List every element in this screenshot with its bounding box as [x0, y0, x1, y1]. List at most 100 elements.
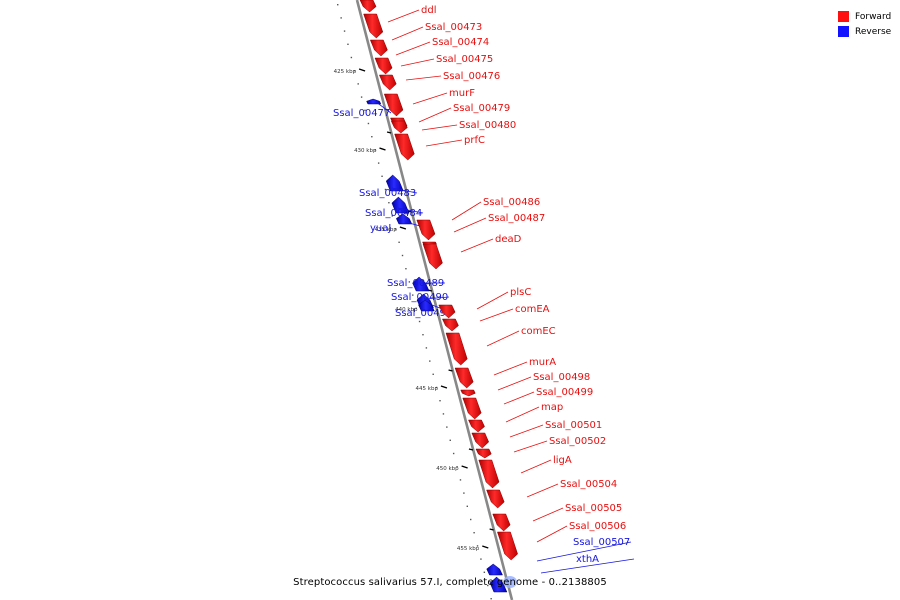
gene-label[interactable]: yuaJ: [370, 223, 391, 234]
gene-Ssal_00504[interactable]: Ssal_00504: [486, 479, 618, 509]
gene-block: [390, 120, 408, 134]
genes: ddl Ssal_00473 Ssal_00474 Ssal_00475 Ssal_00…: [333, 0, 635, 593]
gene-plsC[interactable]: plsC: [438, 287, 532, 319]
gene-label[interactable]: plsC: [510, 287, 531, 298]
gene-label[interactable]: xthA: [576, 554, 599, 565]
gene-Ssal_00498[interactable]: Ssal_00498: [460, 372, 591, 397]
gene-leader-line: [460, 238, 494, 253]
gene-label[interactable]: Ssal_00501: [545, 420, 602, 431]
gene-Ssal_00499[interactable]: Ssal_00499: [462, 387, 593, 420]
gene-label[interactable]: comEC: [521, 326, 556, 337]
gene-label[interactable]: Ssal_00490: [391, 292, 448, 303]
gene-label[interactable]: Ssal_00486: [483, 197, 540, 208]
gene-Ssal_00480[interactable]: Ssal_00480: [390, 120, 516, 134]
gene-label[interactable]: murF: [449, 88, 475, 99]
gene-block: [442, 318, 459, 332]
gene-ddl[interactable]: ddl: [359, 0, 436, 23]
gene-label[interactable]: ddl: [421, 5, 436, 16]
gene-Ssal_00484[interactable]: Ssal_00484: [365, 196, 424, 219]
gene-label[interactable]: Ssal_00489: [387, 278, 444, 289]
gene-label[interactable]: Ssal_00499: [536, 387, 593, 398]
legend-label: Forward: [855, 11, 892, 22]
legend-label: Reverse: [855, 26, 892, 37]
gene-label[interactable]: Ssal_00477: [333, 108, 390, 119]
gene-Ssal_00486[interactable]: Ssal_00486: [416, 197, 540, 241]
gene-leader-line: [509, 424, 544, 438]
tick-mark: [461, 465, 468, 469]
gene-block: [438, 304, 456, 319]
gene-label[interactable]: Ssal_00507: [573, 537, 630, 548]
gene-label[interactable]: ligA: [553, 455, 572, 466]
gene-Ssal_00476[interactable]: Ssal_00476: [378, 71, 500, 91]
gene-label[interactable]: Ssal_00483: [359, 188, 416, 199]
gene-leader-line: [520, 459, 552, 474]
gene-label[interactable]: Ssal_00502: [549, 436, 606, 447]
gene-label[interactable]: Ssal_00474: [432, 37, 489, 48]
gene-block: [394, 133, 415, 161]
gene-block: [460, 389, 476, 397]
reverse-swatch-icon: [838, 26, 849, 37]
gene-leader-line: [375, 101, 392, 114]
ticks: 425 kbp 430 kbp 435 kbp 440 kbp 445 kbp 450 k…: [334, 68, 494, 552]
gene-label[interactable]: Ssal_00506: [569, 521, 626, 532]
gene-map[interactable]: map: [468, 402, 563, 433]
gene-leader-line: [400, 58, 435, 67]
gene-Ssal_00477[interactable]: Ssal_00477: [333, 98, 392, 119]
gene-Ssal_00473[interactable]: Ssal_00473: [363, 13, 483, 41]
outer-dot-ring: [337, 4, 492, 600]
gene-leader-line: [425, 139, 463, 147]
gene-leader-line: [476, 291, 509, 310]
gene-Ssal_00507[interactable]: Ssal_00507: [486, 537, 632, 576]
gene-murF[interactable]: murF: [383, 88, 475, 117]
gene-block: [454, 367, 474, 389]
gene-leader-line: [391, 26, 424, 41]
gene-Ssal_00502[interactable]: Ssal_00502: [475, 436, 606, 459]
gene-label[interactable]: Ssal_00498: [533, 372, 590, 383]
gene-label[interactable]: Ssal_00479: [453, 103, 510, 114]
tick-label: 450 kbp: [436, 466, 459, 472]
gene-murA[interactable]: murA: [454, 357, 556, 389]
gene-label[interactable]: Ssal_00504: [560, 479, 617, 490]
gene-leader-line: [405, 75, 442, 81]
gene-block: [486, 563, 503, 576]
gene-label[interactable]: Ssal_00476: [443, 71, 500, 82]
gene-label[interactable]: Ssal_00484: [365, 208, 422, 219]
gene-ligA[interactable]: ligA: [478, 455, 572, 489]
gene-Ssal_00505[interactable]: Ssal_00505: [492, 503, 623, 532]
gene-label[interactable]: comEA: [515, 304, 550, 315]
gene-Ssal_00475[interactable]: Ssal_00475: [374, 54, 493, 75]
genome-caption: Streptococcus salivarius 57.I, complete …: [293, 577, 607, 588]
tick-mark: [440, 385, 448, 389]
gene-label[interactable]: Ssal_00473: [425, 22, 482, 33]
gene-block: [369, 39, 388, 57]
gene-block: [468, 419, 485, 433]
gene-label[interactable]: Ssal_00487: [488, 213, 545, 224]
gene-Ssal_00487[interactable]: Ssal_00487: [422, 213, 546, 247]
gene-comEA[interactable]: comEA: [442, 304, 550, 332]
gene-block: [497, 531, 518, 561]
gene-block: [416, 219, 436, 241]
gene-deaD[interactable]: deaD: [422, 234, 522, 270]
gene-label[interactable]: deaD: [495, 234, 522, 245]
gene-leader-line: [493, 361, 528, 376]
gene-label[interactable]: Ssal_00491: [395, 308, 452, 319]
gene-block: [366, 98, 382, 105]
gene-label[interactable]: Ssal_00480: [459, 120, 516, 131]
gene-block: [492, 513, 511, 532]
gene-comEC[interactable]: comEC: [445, 326, 556, 366]
gene-label[interactable]: prfC: [464, 135, 485, 146]
gene-leader-line: [453, 217, 487, 233]
gene-Ssal_00489[interactable]: Ssal_00489: [387, 276, 445, 292]
gene-label[interactable]: murA: [529, 357, 556, 368]
gene-label[interactable]: map: [541, 402, 563, 413]
gene-Ssal_00483[interactable]: Ssal_00483: [359, 174, 418, 199]
gene-prfC[interactable]: prfC: [394, 133, 485, 161]
gene-Ssal_00501[interactable]: Ssal_00501: [471, 420, 602, 449]
gene-Ssal_00506[interactable]: Ssal_00506: [497, 521, 626, 561]
gene-label[interactable]: Ssal_00505: [565, 503, 622, 514]
gene-label[interactable]: Ssal_00475: [436, 54, 493, 65]
gene-xthA[interactable]: xthA: [489, 554, 635, 593]
gene-Ssal_00474[interactable]: Ssal_00474: [369, 37, 489, 57]
gene-leader-line: [479, 308, 514, 322]
